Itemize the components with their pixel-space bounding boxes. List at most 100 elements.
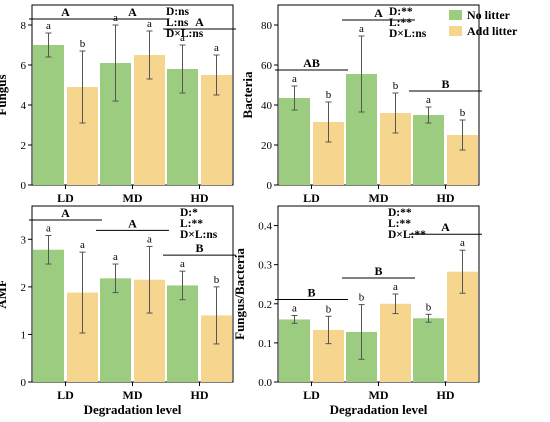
bar-no-litter	[33, 45, 64, 185]
legend-swatch-add-litter	[449, 26, 462, 36]
significance-letter: b	[426, 301, 432, 313]
y-tick-label: 0.3	[258, 260, 272, 272]
group-letter: A	[128, 216, 137, 230]
y-tick-label: 0	[21, 377, 27, 389]
y-tick-label: 4	[21, 100, 27, 112]
x-tick-label: MD	[369, 388, 389, 402]
bar-no-litter	[279, 319, 310, 382]
group-letter: B	[441, 77, 449, 91]
significance-letter: a	[426, 94, 431, 106]
y-axis-label: Fungus/Bacteria	[232, 248, 247, 340]
y-tick-label: 80	[261, 20, 273, 32]
y-tick-label: 0.2	[258, 299, 272, 311]
significance-letter: b	[393, 80, 399, 92]
significance-letter: b	[326, 303, 332, 315]
stats-label: D:**	[388, 207, 412, 219]
significance-letter: b	[326, 89, 332, 101]
significance-letter: a	[147, 18, 152, 30]
group-letter: B	[307, 286, 315, 300]
group-letter: A	[195, 15, 204, 29]
y-tick-label: 60	[261, 60, 273, 72]
x-tick-label: MD	[369, 191, 389, 205]
significance-letter: a	[46, 222, 51, 234]
bar-no-litter	[279, 98, 310, 185]
stats-label: D×L:**	[388, 229, 426, 241]
x-axis-label: Degradation level	[330, 402, 428, 417]
y-axis-label: Bacteria	[240, 71, 255, 118]
legend: No litter Add litter	[449, 8, 518, 38]
y-tick-label: 2	[21, 282, 27, 294]
x-tick-label: HD	[437, 191, 455, 205]
x-tick-label: LD	[303, 191, 320, 205]
bar-add-litter	[380, 303, 411, 382]
significance-letter: b	[214, 274, 220, 286]
stats-label: D×L:ns	[389, 28, 427, 40]
bar-no-litter	[100, 278, 131, 382]
significance-letter: a	[180, 258, 185, 270]
stats-label: L:**	[388, 218, 411, 230]
x-tick-label: MD	[123, 191, 143, 205]
stats-label: L:**	[389, 17, 412, 29]
y-tick-label: 40	[261, 100, 273, 112]
x-tick-label: LD	[57, 388, 74, 402]
bar-no-litter	[167, 285, 198, 382]
group-letter: A	[128, 5, 137, 19]
significance-letter: b	[359, 292, 365, 304]
group-letter: A	[61, 206, 70, 220]
bar-no-litter	[413, 318, 444, 382]
legend-label-no-litter: No litter	[467, 8, 511, 22]
legend-swatch-no-litter	[449, 10, 462, 20]
bar-no-litter	[413, 115, 444, 185]
significance-letter: a	[113, 251, 118, 263]
x-tick-label: HD	[437, 388, 455, 402]
y-axis-label: AMF	[0, 279, 9, 309]
significance-letter: b	[460, 107, 466, 119]
y-tick-label: 0.4	[258, 221, 272, 233]
significance-letter: a	[46, 20, 51, 32]
significance-letter: a	[113, 12, 118, 24]
legend-label-add-litter: Add litter	[467, 24, 518, 38]
y-tick-label: 0	[21, 180, 27, 192]
group-letter: A	[441, 220, 450, 234]
panel-amf: 0123AMFLDaaAMDaaAHDabBD:*L:**D×L:nsDegra…	[0, 205, 236, 417]
group-letter: B	[195, 241, 203, 255]
significance-letter: b	[80, 38, 86, 50]
group-letter: AB	[303, 56, 320, 70]
significance-letter: a	[147, 233, 152, 245]
significance-letter: a	[180, 32, 185, 44]
stats-label: D×L:ns	[166, 28, 204, 40]
y-axis-label: Fungus	[0, 74, 9, 115]
significance-letter: a	[214, 42, 219, 54]
bar-no-litter	[33, 249, 64, 382]
y-tick-label: 20	[261, 140, 273, 152]
group-letter: A	[374, 6, 383, 20]
significance-letter: a	[292, 73, 297, 85]
y-tick-label: 6	[21, 60, 27, 72]
x-tick-label: HD	[191, 191, 209, 205]
significance-letter: a	[393, 281, 398, 293]
y-tick-label: 3	[21, 234, 27, 246]
x-tick-label: MD	[123, 388, 143, 402]
y-tick-label: 0	[267, 180, 273, 192]
y-tick-label: 2	[21, 140, 27, 152]
x-tick-label: LD	[57, 191, 74, 205]
significance-letter: a	[80, 239, 85, 251]
stats-label: L:**	[180, 218, 203, 230]
y-tick-label: 8	[21, 20, 27, 32]
panel-bacteria: 0 20 40 60 80 Bacteria LD a b AB MD a b A HD a b B D:**L:*…	[240, 4, 482, 205]
significance-letter: a	[292, 303, 297, 315]
x-tick-label: LD	[303, 388, 320, 402]
stats-label: D:ns	[166, 6, 190, 18]
y-tick-label: 0.1	[258, 338, 272, 350]
y-tick-label: 1	[21, 329, 27, 341]
stats-label: D:*	[180, 207, 198, 219]
significance-letter: a	[460, 237, 465, 249]
stats-label: L:ns	[166, 17, 189, 29]
group-letter: B	[374, 264, 382, 278]
y-tick-label: 0.0	[258, 377, 272, 389]
significance-letter: a	[359, 23, 364, 35]
